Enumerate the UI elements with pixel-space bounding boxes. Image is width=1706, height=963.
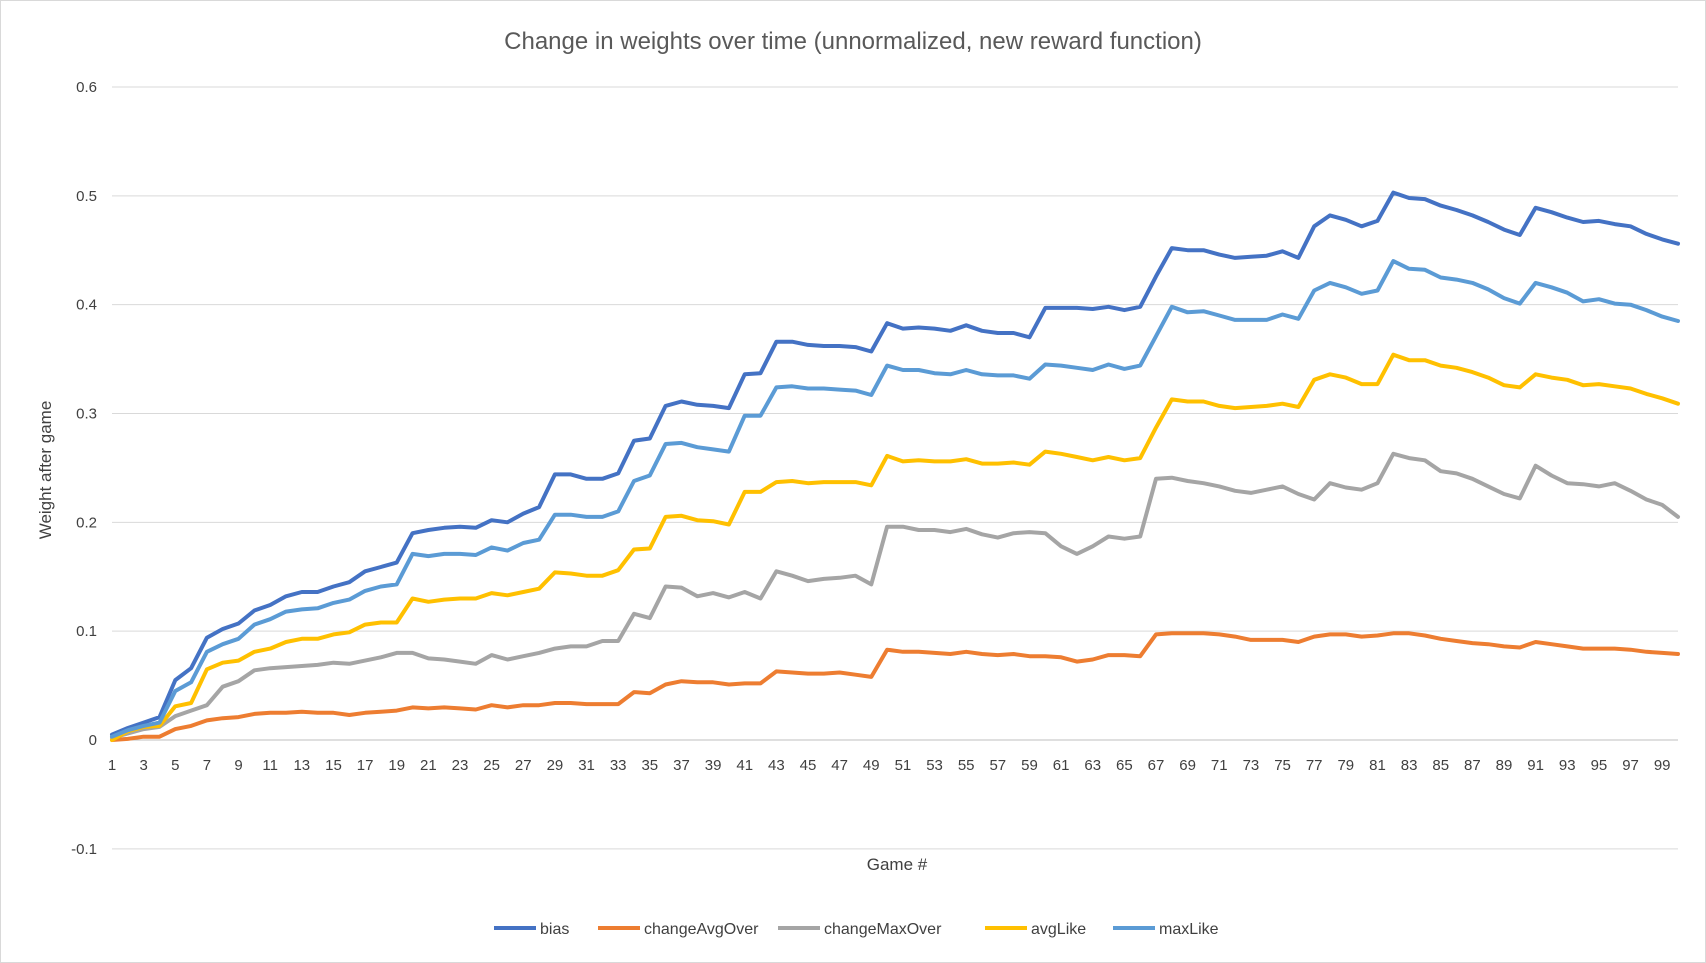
series-line-avgLike (110, 352, 1680, 742)
y-tick-label: 0.1 (76, 623, 97, 640)
x-axis-ticks: 1 3 5 7 9 11 13 15 17 19 21 23 25 27 29 31 33 35 37 39 41 43 4… (108, 757, 1671, 774)
x-tick-label: 67 (1148, 757, 1165, 774)
y-tick-label: 0.3 (76, 406, 97, 423)
chart-title: Change in weights over time (unnormalize… (504, 28, 1202, 55)
x-tick-label: 93 (1559, 757, 1576, 774)
x-tick-label: 31 (578, 757, 595, 774)
x-tick-label: 97 (1622, 757, 1639, 774)
y-tick-label: -0.1 (71, 841, 97, 858)
x-tick-label: 75 (1274, 757, 1291, 774)
x-tick-label: 39 (705, 757, 722, 774)
legend-label-bias: bias (540, 921, 569, 938)
x-axis-title: Game # (867, 855, 928, 874)
x-tick-label: 41 (736, 757, 753, 774)
x-tick-label: 59 (1021, 757, 1038, 774)
x-tick-label: 27 (515, 757, 532, 774)
x-tick-label: 65 (1116, 757, 1133, 774)
x-tick-label: 55 (958, 757, 975, 774)
y-axis-ticks: -0.1 0 0.1 0.2 0.3 0.4 0.5 0.6 (71, 79, 97, 858)
x-tick-label: 3 (139, 757, 147, 774)
series-line-maxLike (110, 259, 1680, 739)
y-tick-label: 0 (89, 732, 97, 749)
series-line-bias (110, 190, 1680, 737)
x-tick-label: 37 (673, 757, 690, 774)
series-line-changeAvgOver (110, 631, 1680, 742)
legend-label-changeAvgOver: changeAvgOver (644, 921, 759, 938)
x-tick-label: 33 (610, 757, 627, 774)
x-tick-label: 43 (768, 757, 785, 774)
x-tick-label: 35 (641, 757, 658, 774)
x-tick-label: 1 (108, 757, 116, 774)
legend-label-changeMaxOver: changeMaxOver (824, 921, 942, 938)
x-tick-label: 45 (800, 757, 817, 774)
x-tick-label: 69 (1179, 757, 1196, 774)
x-tick-label: 49 (863, 757, 880, 774)
x-tick-label: 29 (547, 757, 564, 774)
x-tick-label: 89 (1496, 757, 1513, 774)
x-tick-label: 9 (234, 757, 242, 774)
y-tick-label: 0.4 (76, 297, 97, 314)
x-tick-label: 95 (1591, 757, 1608, 774)
x-tick-label: 51 (895, 757, 912, 774)
x-tick-label: 5 (171, 757, 179, 774)
x-tick-label: 15 (325, 757, 342, 774)
x-tick-label: 53 (926, 757, 943, 774)
x-tick-label: 71 (1211, 757, 1228, 774)
y-tick-label: 0.6 (76, 79, 97, 96)
x-tick-label: 11 (262, 757, 278, 774)
series-lines (110, 190, 1680, 742)
x-tick-label: 47 (831, 757, 848, 774)
x-tick-label: 23 (452, 757, 469, 774)
x-tick-label: 87 (1464, 757, 1481, 774)
x-tick-label: 79 (1337, 757, 1354, 774)
x-tick-label: 7 (203, 757, 211, 774)
y-axis-title: Weight after game (36, 401, 55, 540)
y-tick-label: 0.2 (76, 514, 97, 531)
x-tick-label: 99 (1654, 757, 1671, 774)
x-tick-label: 85 (1432, 757, 1449, 774)
x-tick-label: 73 (1243, 757, 1260, 774)
x-tick-label: 61 (1053, 757, 1070, 774)
legend-label-avgLike: avgLike (1031, 921, 1086, 938)
x-tick-label: 91 (1527, 757, 1544, 774)
legend-label-maxLike: maxLike (1159, 921, 1219, 938)
x-tick-label: 63 (1084, 757, 1101, 774)
series-line-changeMaxOver (110, 451, 1680, 740)
x-tick-label: 25 (483, 757, 500, 774)
x-tick-label: 13 (293, 757, 310, 774)
x-tick-label: 17 (357, 757, 374, 774)
x-tick-label: 81 (1369, 757, 1386, 774)
grid-lines (112, 86, 1678, 850)
y-tick-label: 0.5 (76, 188, 97, 205)
x-tick-label: 83 (1401, 757, 1418, 774)
x-tick-label: 77 (1306, 757, 1323, 774)
x-tick-label: 19 (388, 757, 405, 774)
x-tick-label: 57 (989, 757, 1006, 774)
legend: bias changeAvgOver changeMaxOver avgLike max… (494, 921, 1219, 938)
x-tick-label: 21 (420, 757, 437, 774)
